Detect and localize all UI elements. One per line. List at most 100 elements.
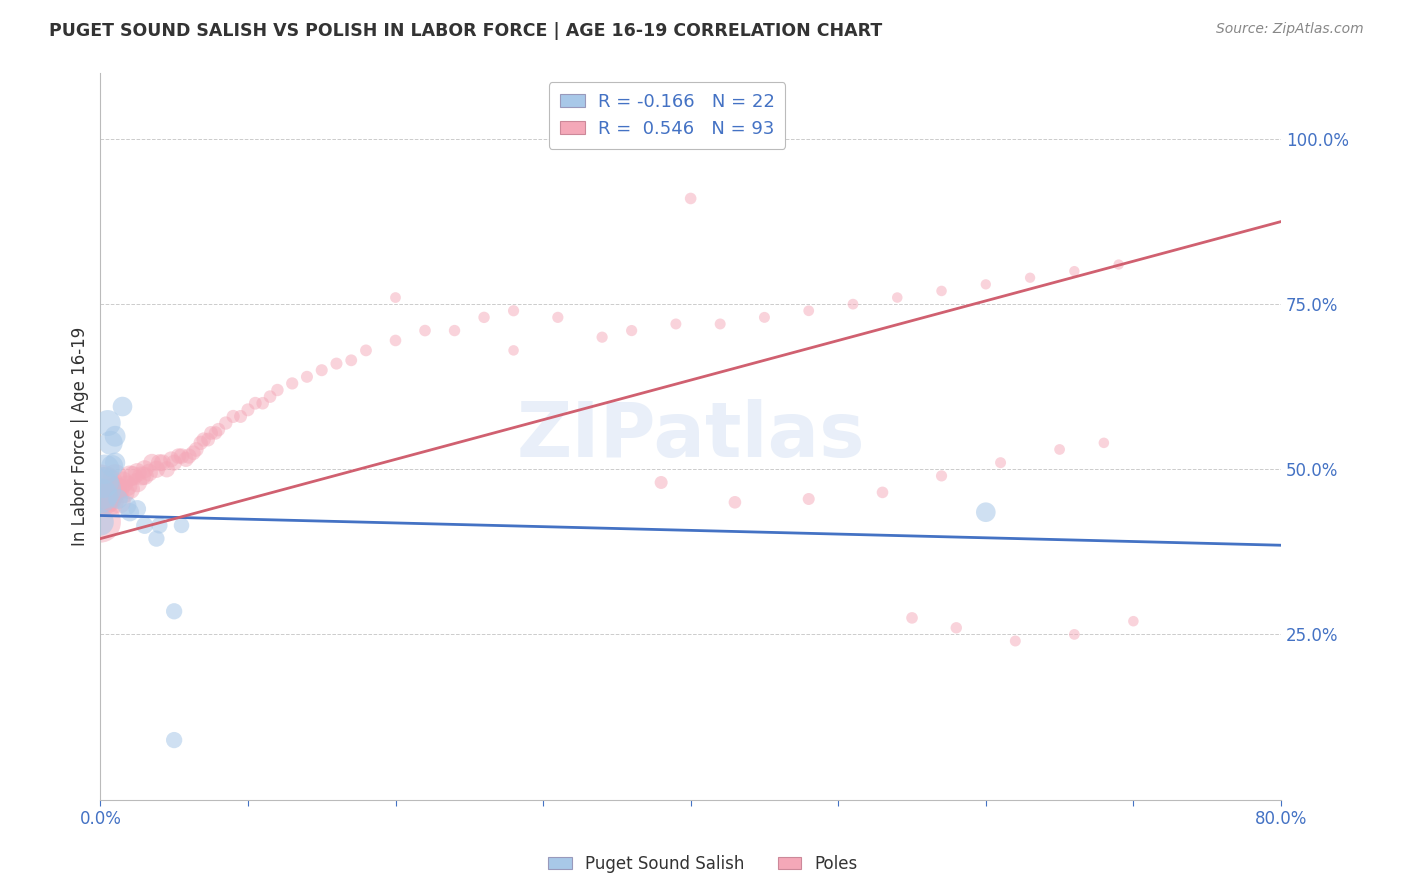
Point [443, 324, 465, 338]
Point [89, 515, 111, 529]
Point [1004, 634, 1026, 648]
Point [931, 468, 953, 483]
Point [118, 482, 141, 496]
Point [104, 468, 127, 483]
Point [797, 303, 820, 318]
Point [94, 475, 117, 490]
Point [886, 291, 908, 305]
Point [340, 353, 363, 368]
Point [163, 456, 186, 470]
Point [89, 482, 111, 496]
Point [1108, 258, 1130, 272]
Point [354, 343, 377, 358]
Point [91, 475, 114, 490]
Point [89, 515, 111, 529]
Point [502, 303, 524, 318]
Point [931, 284, 953, 298]
Point [252, 396, 274, 410]
Point [207, 423, 229, 437]
Point [259, 390, 281, 404]
Point [89, 482, 111, 496]
Point [650, 475, 672, 490]
Point [1122, 614, 1144, 628]
Point [111, 475, 134, 490]
Point [901, 611, 924, 625]
Point [547, 310, 569, 325]
Point [100, 435, 122, 450]
Point [193, 433, 215, 447]
Point [295, 369, 318, 384]
Point [1092, 435, 1115, 450]
Legend: Puget Sound Salish, Poles: Puget Sound Salish, Poles [541, 848, 865, 880]
Point [170, 518, 193, 533]
Text: Source: ZipAtlas.com: Source: ZipAtlas.com [1216, 22, 1364, 37]
Point [197, 433, 219, 447]
Point [1063, 627, 1085, 641]
Point [266, 383, 288, 397]
Point [107, 491, 129, 506]
Point [245, 396, 267, 410]
Point [190, 435, 212, 450]
Point [94, 462, 117, 476]
Point [141, 456, 163, 470]
Point [118, 505, 141, 519]
Point [100, 495, 122, 509]
Y-axis label: In Labor Force | Age 16-19: In Labor Force | Age 16-19 [72, 326, 89, 546]
Point [174, 452, 197, 467]
Point [145, 532, 167, 546]
Point [111, 400, 134, 414]
Point [163, 733, 186, 747]
Point [945, 621, 967, 635]
Point [990, 456, 1012, 470]
Point [177, 449, 200, 463]
Point [842, 297, 865, 311]
Point [107, 482, 129, 496]
Point [679, 192, 702, 206]
Point [472, 310, 495, 325]
Point [229, 409, 252, 424]
Point [384, 334, 406, 348]
Point [797, 491, 820, 506]
Point [665, 317, 688, 331]
Point [215, 416, 238, 430]
Point [134, 518, 156, 533]
Point [325, 357, 347, 371]
Point [709, 317, 731, 331]
Point [98, 482, 121, 496]
Point [974, 277, 997, 292]
Point [104, 456, 127, 470]
Point [974, 505, 997, 519]
Point [127, 475, 149, 490]
Point [108, 495, 131, 509]
Point [127, 466, 149, 480]
Point [1049, 442, 1071, 457]
Point [97, 416, 120, 430]
Point [89, 489, 111, 503]
Point [101, 458, 124, 473]
Point [148, 518, 170, 533]
Point [134, 468, 156, 483]
Point [170, 449, 193, 463]
Point [134, 462, 156, 476]
Text: PUGET SOUND SALISH VS POLISH IN LABOR FORCE | AGE 16-19 CORRELATION CHART: PUGET SOUND SALISH VS POLISH IN LABOR FO… [49, 22, 883, 40]
Point [1019, 270, 1042, 285]
Point [1063, 264, 1085, 278]
Point [163, 604, 186, 618]
Point [591, 330, 613, 344]
Point [167, 449, 190, 463]
Point [204, 425, 226, 440]
Point [97, 491, 120, 506]
Point [104, 482, 127, 496]
Text: ZIPatlas: ZIPatlas [516, 400, 865, 474]
Point [186, 442, 208, 457]
Point [145, 462, 167, 476]
Point [101, 485, 124, 500]
Point [413, 324, 436, 338]
Point [281, 376, 304, 391]
Point [200, 425, 222, 440]
Point [754, 310, 776, 325]
Point [127, 502, 149, 516]
Point [148, 456, 170, 470]
Point [236, 402, 259, 417]
Point [112, 485, 135, 500]
